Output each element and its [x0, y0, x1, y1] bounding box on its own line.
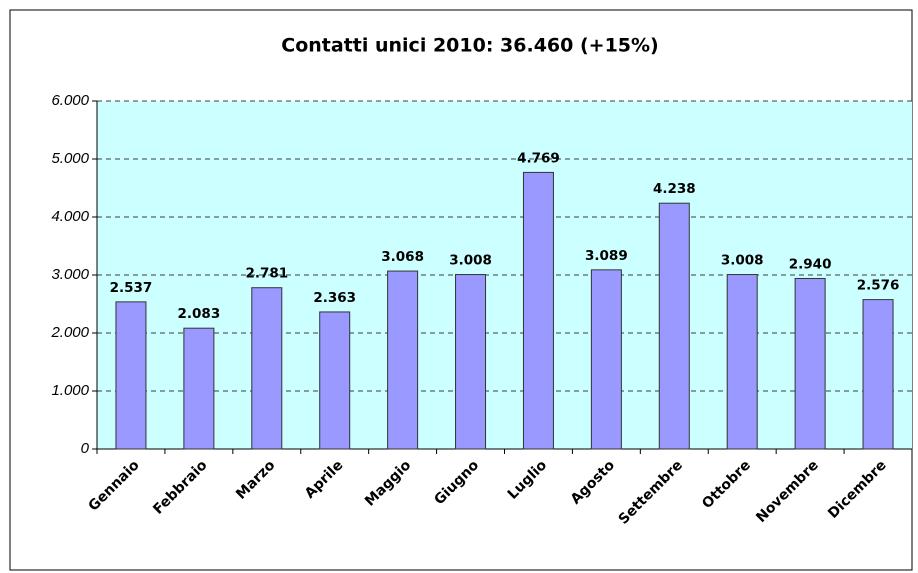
bar	[183, 327, 215, 450]
value-label: 4.769	[517, 150, 560, 166]
bar	[726, 274, 758, 450]
y-tick-label: 0	[81, 440, 90, 457]
y-tick-label: 1.000	[51, 382, 89, 399]
value-label: 2.940	[789, 256, 832, 272]
bar	[455, 274, 487, 450]
value-label: 2.363	[313, 290, 356, 306]
value-label: 2.781	[245, 266, 288, 282]
y-tick-label: 6.000	[51, 92, 89, 109]
y-tick-label: 4.000	[51, 208, 89, 225]
value-label: 3.008	[721, 253, 764, 269]
value-label: 2.576	[857, 278, 900, 294]
value-label: 2.083	[178, 306, 221, 322]
value-label: 2.537	[110, 280, 153, 296]
bar	[658, 202, 690, 450]
value-label: 4.238	[653, 181, 696, 197]
bar	[251, 287, 283, 450]
y-tick-label: 2.000	[50, 324, 89, 341]
value-label: 3.008	[449, 253, 492, 269]
bar	[590, 269, 622, 450]
y-tick-label: 5.000	[51, 150, 89, 167]
value-label: 3.089	[585, 248, 628, 264]
bar	[862, 299, 894, 450]
bar	[115, 301, 147, 450]
chart-title: Contatti unici 2010: 36.460 (+15%)	[281, 35, 658, 57]
bar	[522, 171, 554, 450]
bar	[387, 270, 419, 450]
y-tick-label: 3.000	[51, 266, 89, 283]
bar	[794, 277, 826, 450]
bar	[319, 311, 351, 450]
value-label: 3.068	[381, 249, 424, 265]
